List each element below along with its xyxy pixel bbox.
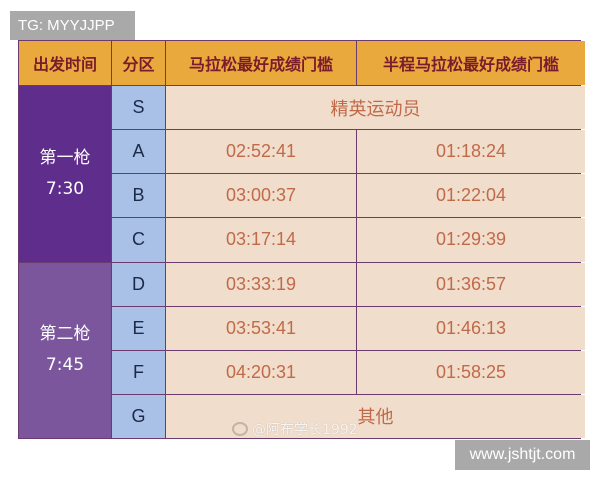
marathon-threshold-cell: 02:52:41 [166,130,356,174]
weibo-logo-icon [232,422,248,436]
half-marathon-threshold-cell: 01:18:24 [357,130,585,174]
wave-time: 7:30 [45,178,85,199]
wave-name: 第二枪 [39,324,91,345]
half-marathon-threshold-cell: 01:36:57 [357,262,585,306]
header-zone: 分区 [112,41,165,85]
marathon-threshold-cell: 03:17:14 [166,218,356,262]
header-marathon-threshold: 马拉松最好成绩门槛 [166,41,356,85]
zone-cell: B [112,174,165,218]
half-marathon-threshold-cell: 01:46:13 [357,306,585,350]
zone-cell: G [112,394,165,438]
zone-cell: C [112,218,165,262]
marathon-threshold-cell: 03:53:41 [166,306,356,350]
weibo-handle: @阿布学长1992 [252,422,358,438]
marathon-threshold-cell: 04:20:31 [166,350,356,394]
start-wave-table: 出发时间 分区 马拉松最好成绩门槛 半程马拉松最好成绩门槛 第一枪 7:30 第… [18,40,585,439]
merged-threshold-cell: 其他 [166,394,585,438]
marathon-threshold-cell: 03:33:19 [166,262,356,306]
marathon-threshold-cell: 03:00:37 [166,174,356,218]
header-half-marathon-threshold: 半程马拉松最好成绩门槛 [357,41,585,85]
zone-cell: S [112,86,165,130]
wave-name: 第一枪 [39,147,91,168]
weibo-watermark: @阿布学长1992 [232,419,358,439]
zone-cell: E [112,306,165,350]
half-marathon-threshold-cell: 01:22:04 [357,174,585,218]
watermark-site-label: www.jshtjt.com [455,440,590,470]
half-marathon-threshold-cell: 01:29:39 [357,218,585,262]
header-start-time: 出发时间 [19,41,111,85]
half-marathon-threshold-cell: 01:58:25 [357,350,585,394]
watermark-tg-label: TG: MYYJJPP [10,11,135,40]
zone-cell: A [112,130,165,174]
zone-cell: F [112,350,165,394]
merged-threshold-cell: 精英运动员 [166,86,585,130]
wave-1-cell: 第一枪 7:30 [19,86,111,262]
wave-time: 7:45 [45,355,85,376]
zone-cell: D [112,262,165,306]
wave-2-cell: 第二枪 7:45 [19,262,111,438]
